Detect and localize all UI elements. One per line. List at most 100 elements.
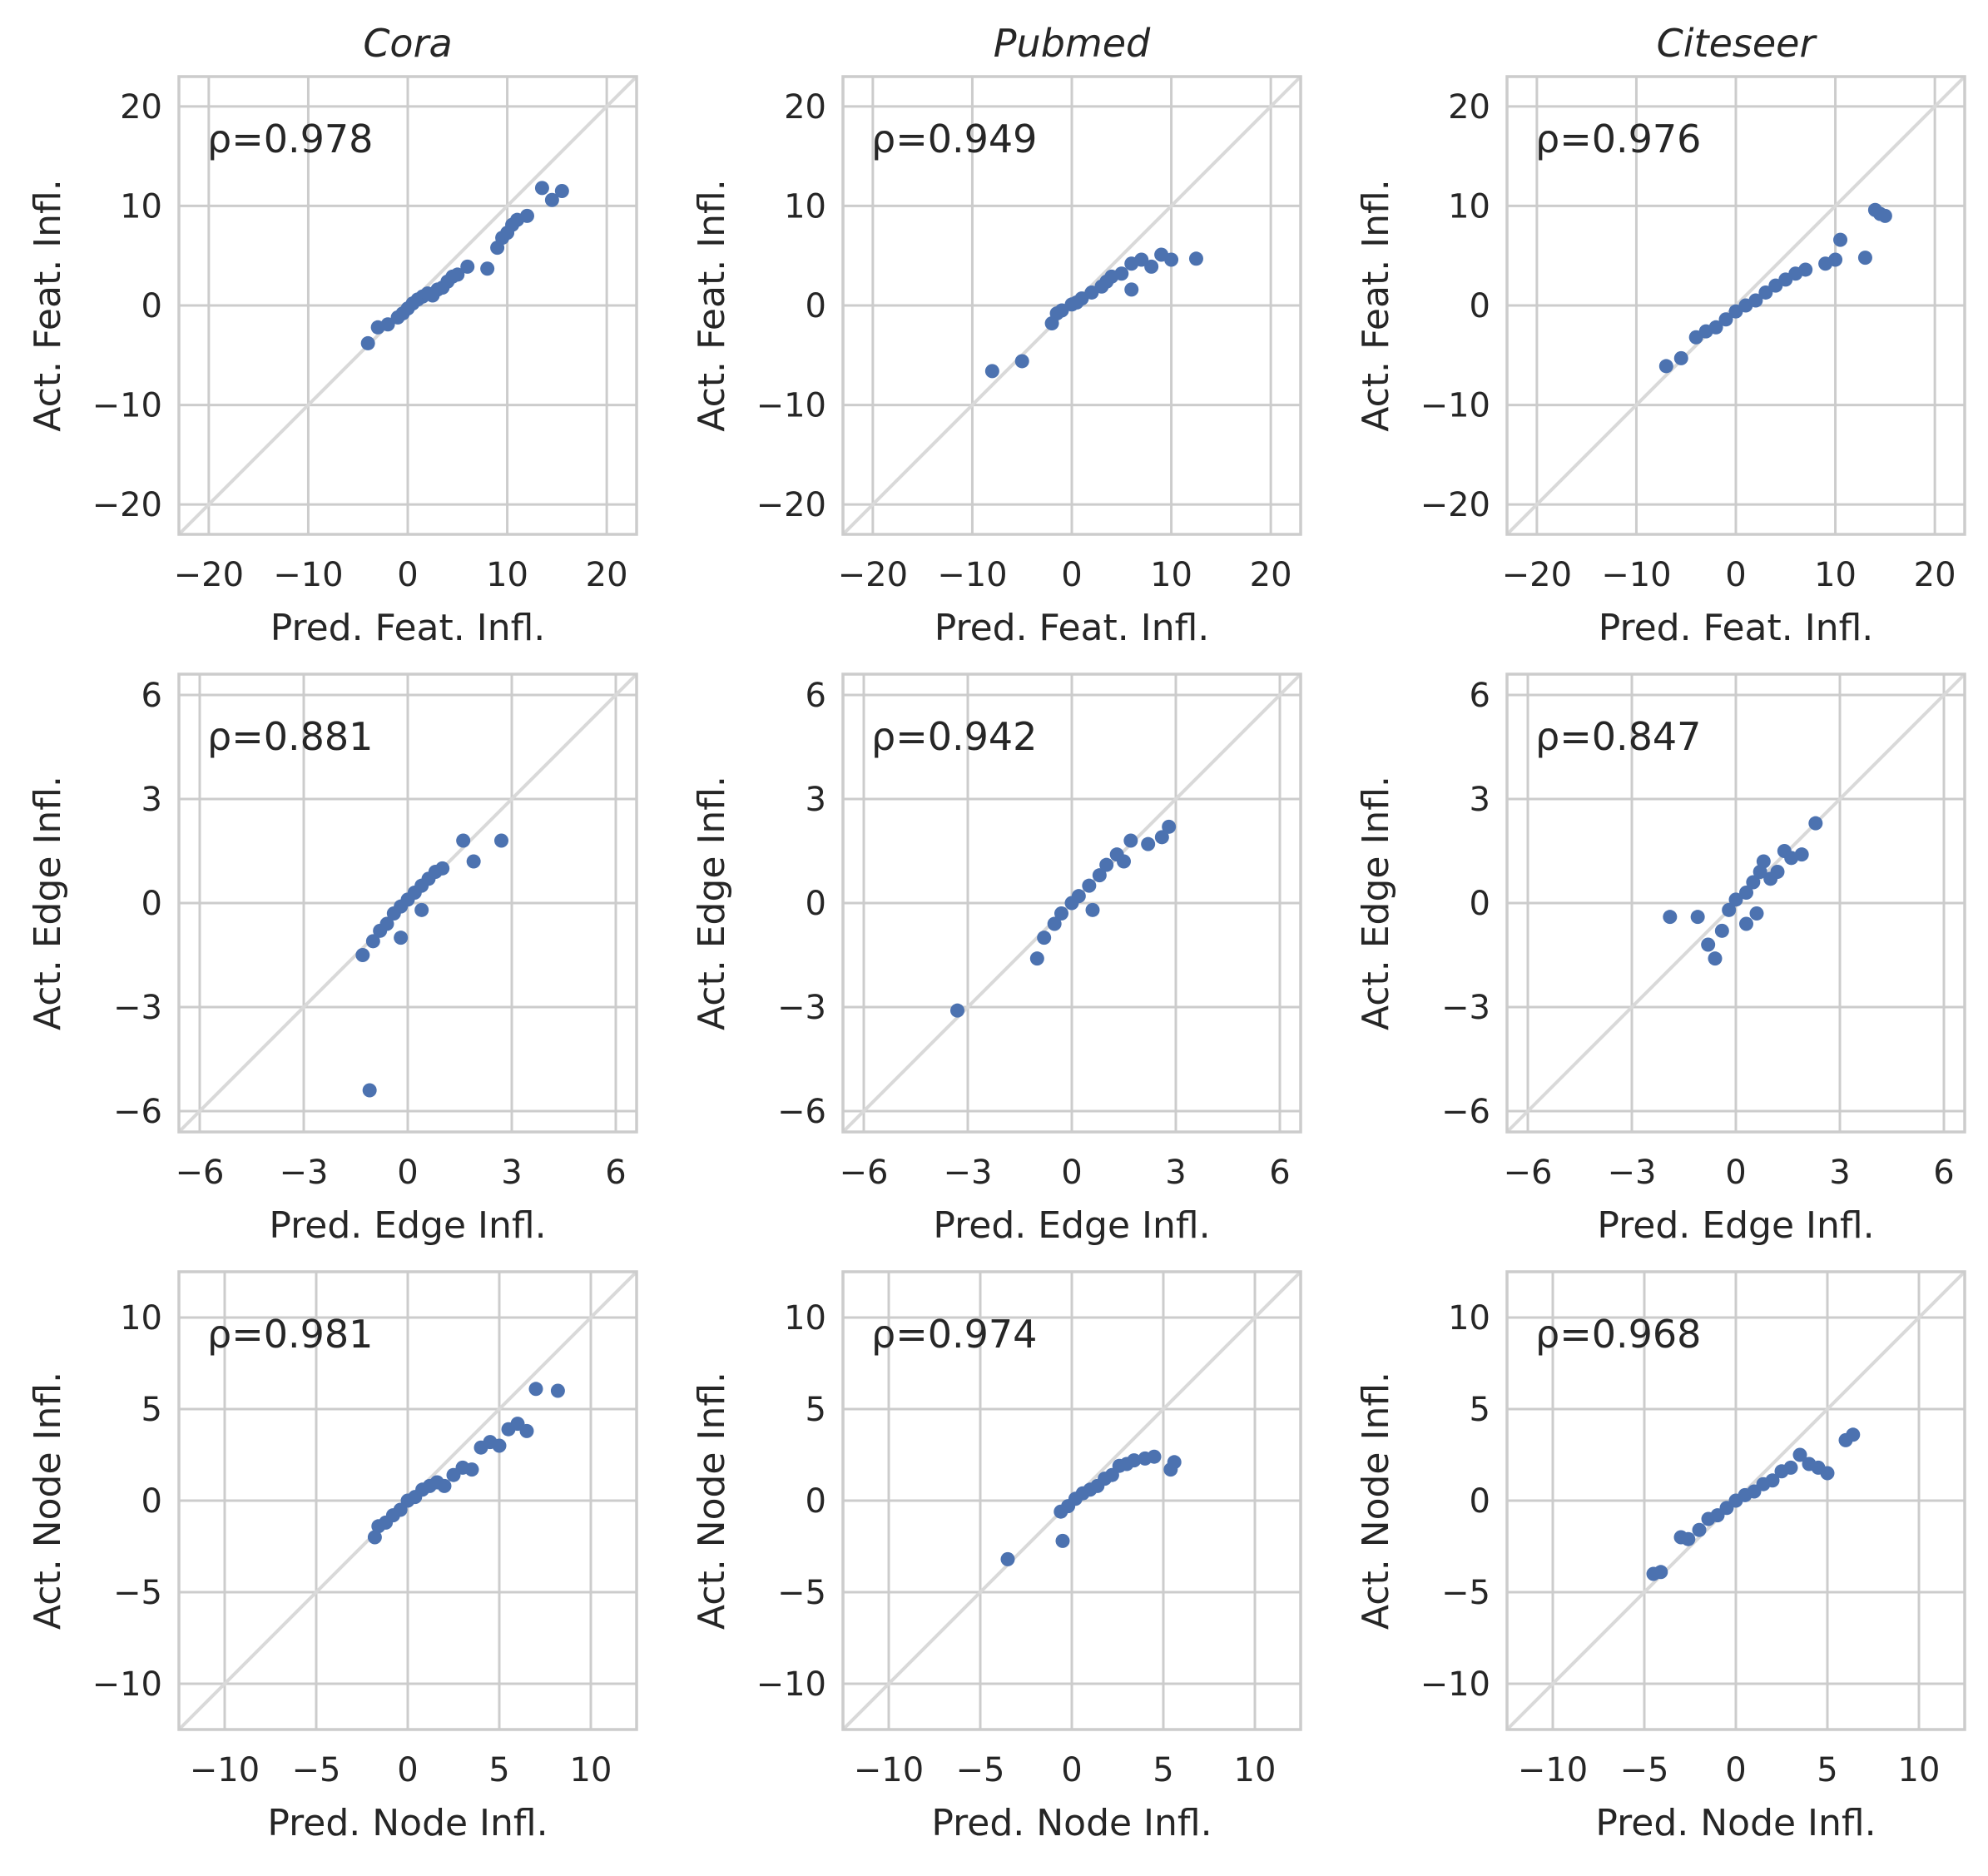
x-tick-label: −3 xyxy=(280,1154,329,1192)
data-point xyxy=(1144,259,1159,274)
x-tick-label: 10 xyxy=(486,556,528,594)
y-tick-label: 0 xyxy=(1470,885,1490,923)
data-point xyxy=(1758,285,1773,300)
data-point xyxy=(1877,208,1892,223)
data-point xyxy=(1162,819,1177,834)
data-point xyxy=(1123,833,1138,848)
x-tick-label: −20 xyxy=(174,556,244,594)
x-tick-label: 6 xyxy=(1933,1154,1954,1192)
x-tick-label: 3 xyxy=(501,1154,522,1192)
data-point xyxy=(950,1003,964,1018)
y-tick-label: 6 xyxy=(806,677,826,715)
rho-annotation: ρ=0.981 xyxy=(207,1312,373,1357)
y-tick-label: 5 xyxy=(806,1391,826,1429)
y-tick-label: 10 xyxy=(120,1299,162,1338)
y-tick-label: −6 xyxy=(113,1093,162,1131)
axes-frame xyxy=(177,1270,638,1731)
data-point xyxy=(1029,951,1044,966)
data-point xyxy=(365,934,380,949)
x-tick-label: −10 xyxy=(1601,556,1671,594)
x-tick-label: −5 xyxy=(1620,1751,1669,1789)
y-tick-label: 0 xyxy=(806,885,826,923)
data-point xyxy=(1127,1453,1142,1468)
x-tick-label: 0 xyxy=(1725,1154,1746,1192)
rho-annotation: ρ=0.949 xyxy=(871,117,1037,161)
y-tick-label: 3 xyxy=(141,781,162,819)
y-axis-label: Act. Feat. Infl. xyxy=(27,179,69,431)
x-tick-label: 0 xyxy=(1061,1751,1082,1789)
data-point xyxy=(1147,1449,1162,1464)
x-tick-label: 0 xyxy=(397,1154,418,1192)
y-tick-label: 5 xyxy=(1470,1391,1490,1429)
data-point xyxy=(1047,916,1062,931)
data-point xyxy=(1701,937,1716,952)
x-tick-label: −10 xyxy=(937,556,1007,594)
x-tick-label: −6 xyxy=(1504,1154,1553,1192)
rho-annotation: ρ=0.974 xyxy=(871,1312,1037,1357)
data-point xyxy=(1728,892,1743,907)
x-tick-label: 10 xyxy=(1814,556,1857,594)
rho-annotation: ρ=0.881 xyxy=(207,714,373,759)
subplot-3: −20 −20 −10 −10 0 0 10 10 20 20 Pred. Feat. Infl. A… xyxy=(1355,21,1966,649)
x-tick-label: 6 xyxy=(605,1154,626,1192)
subplot-2: −20 −20 −10 −10 0 0 10 10 20 20 Pred. Feat. Infl. A… xyxy=(691,21,1302,649)
y-tick-label: 6 xyxy=(1470,677,1490,715)
y-tick-label: −3 xyxy=(777,989,826,1027)
y-tick-label: 0 xyxy=(141,287,162,325)
data-point xyxy=(492,1438,507,1453)
y-tick-label: 10 xyxy=(1448,1299,1490,1338)
data-point xyxy=(528,1382,543,1397)
data-point xyxy=(414,902,429,917)
x-tick-label: 10 xyxy=(1234,1751,1277,1789)
y-tick-label: 10 xyxy=(1448,187,1490,226)
axes-frame xyxy=(841,1270,1302,1731)
axes-frame xyxy=(1505,75,1966,536)
data-point xyxy=(1014,354,1029,369)
y-axis-label: Act. Edge Infl. xyxy=(691,776,733,1030)
y-tick-label: 0 xyxy=(141,1482,162,1521)
x-tick-label: 3 xyxy=(1165,1154,1186,1192)
y-tick-label: −20 xyxy=(1420,486,1490,524)
data-point xyxy=(456,833,471,848)
data-point xyxy=(1673,350,1688,365)
x-axis-label: Pred. Feat. Infl. xyxy=(270,607,546,649)
y-tick-label: 20 xyxy=(1448,88,1490,127)
x-axis-label: Pred. Edge Infl. xyxy=(933,1204,1210,1247)
data-point xyxy=(534,181,549,196)
x-tick-label: 20 xyxy=(586,556,628,594)
x-tick-label: 0 xyxy=(1725,556,1746,594)
data-point xyxy=(1748,293,1763,308)
y-tick-label: −5 xyxy=(777,1574,826,1612)
x-tick-label: 6 xyxy=(1269,1154,1290,1192)
x-axis-label: Pred. Edge Infl. xyxy=(1597,1204,1874,1247)
x-tick-label: 20 xyxy=(1914,556,1956,594)
data-point xyxy=(435,861,450,876)
x-tick-label: 5 xyxy=(1153,1751,1173,1789)
data-point xyxy=(1092,868,1107,883)
y-tick-label: −3 xyxy=(1441,989,1490,1027)
data-point xyxy=(480,261,495,276)
data-point xyxy=(1653,1565,1668,1580)
data-point xyxy=(1000,1551,1015,1566)
data-point xyxy=(460,259,475,274)
data-point xyxy=(1099,857,1114,872)
data-point xyxy=(1658,359,1673,374)
x-tick-label: −10 xyxy=(190,1751,260,1789)
data-point xyxy=(544,192,559,207)
y-tick-label: −3 xyxy=(113,989,162,1027)
x-tick-label: −5 xyxy=(956,1751,1005,1789)
y-tick-label: 0 xyxy=(806,287,826,325)
data-point xyxy=(379,916,394,931)
y-tick-label: −10 xyxy=(1420,1665,1490,1704)
data-point xyxy=(1124,282,1139,297)
data-point xyxy=(1071,889,1086,904)
y-tick-label: 0 xyxy=(806,1482,826,1521)
data-point xyxy=(554,184,569,198)
y-tick-label: −10 xyxy=(756,387,826,425)
y-axis-label: Act. Feat. Infl. xyxy=(1355,179,1397,431)
data-point xyxy=(550,1383,565,1398)
x-tick-label: 5 xyxy=(1817,1751,1837,1789)
x-tick-label: −20 xyxy=(1502,556,1572,594)
data-point xyxy=(1794,847,1809,862)
